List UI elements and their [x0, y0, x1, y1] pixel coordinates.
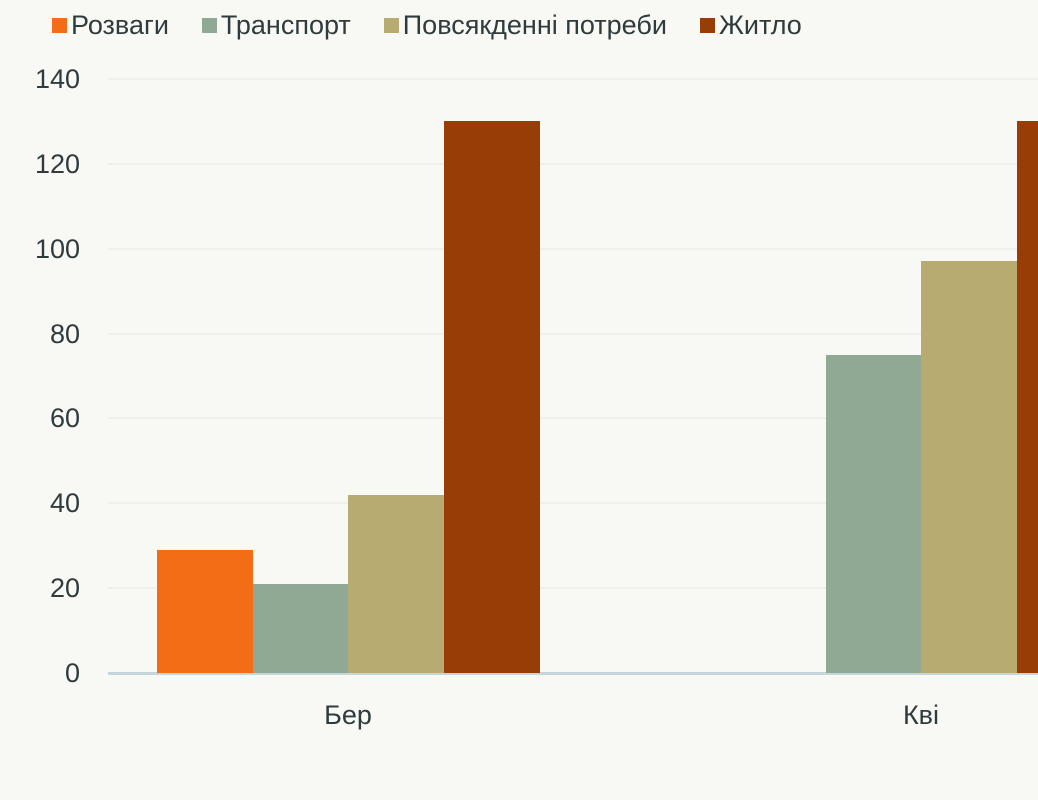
legend-swatch-icon [52, 17, 67, 33]
chart-legend: Розваги Транспорт Повсякденні потреби Жи… [52, 8, 835, 42]
legend-label: Розваги [71, 9, 169, 40]
gridline [108, 78, 1038, 80]
legend-label: Транспорт [220, 9, 351, 40]
y-tick-label: 0 [64, 658, 80, 688]
x-axis-line [108, 672, 1038, 675]
y-tick-label: 60 [49, 403, 80, 434]
bar-1-2 [921, 261, 1017, 673]
x-category-label: Бер [324, 700, 372, 730]
y-tick-label: 20 [49, 573, 80, 604]
x-category-label: Кві [902, 700, 940, 730]
y-tick-label: 120 [34, 148, 80, 179]
legend-item-rozvahy: Розваги [52, 10, 169, 41]
gridline [108, 502, 1038, 505]
legend-swatch-icon [699, 17, 715, 33]
y-tick-label: 100 [34, 233, 80, 264]
gridline [108, 247, 1038, 250]
legend-label: Повсякденні потреби [402, 9, 667, 40]
legend-label: Житло [718, 9, 802, 40]
y-tick-label: 140 [34, 64, 80, 94]
gridline [108, 417, 1038, 420]
legend-item-housing: Житло [699, 9, 802, 41]
gridline [108, 587, 1038, 590]
legend-swatch-icon [383, 17, 399, 33]
bar-1-3 [1016, 121, 1038, 673]
legend-item-transport: Транспорт [201, 9, 351, 41]
bar-0-3 [443, 121, 540, 673]
gridline [108, 162, 1038, 165]
bar-0-2 [348, 494, 444, 673]
bar-1-1 [825, 354, 922, 673]
y-tick-label: 40 [49, 488, 80, 519]
gridline [108, 332, 1038, 335]
bar-0-0 [157, 549, 253, 673]
y-tick-label: 80 [49, 318, 80, 349]
legend-swatch-icon [201, 17, 217, 33]
legend-item-daily-needs: Повсякденні потреби [383, 9, 667, 41]
bar-0-1 [252, 583, 349, 673]
